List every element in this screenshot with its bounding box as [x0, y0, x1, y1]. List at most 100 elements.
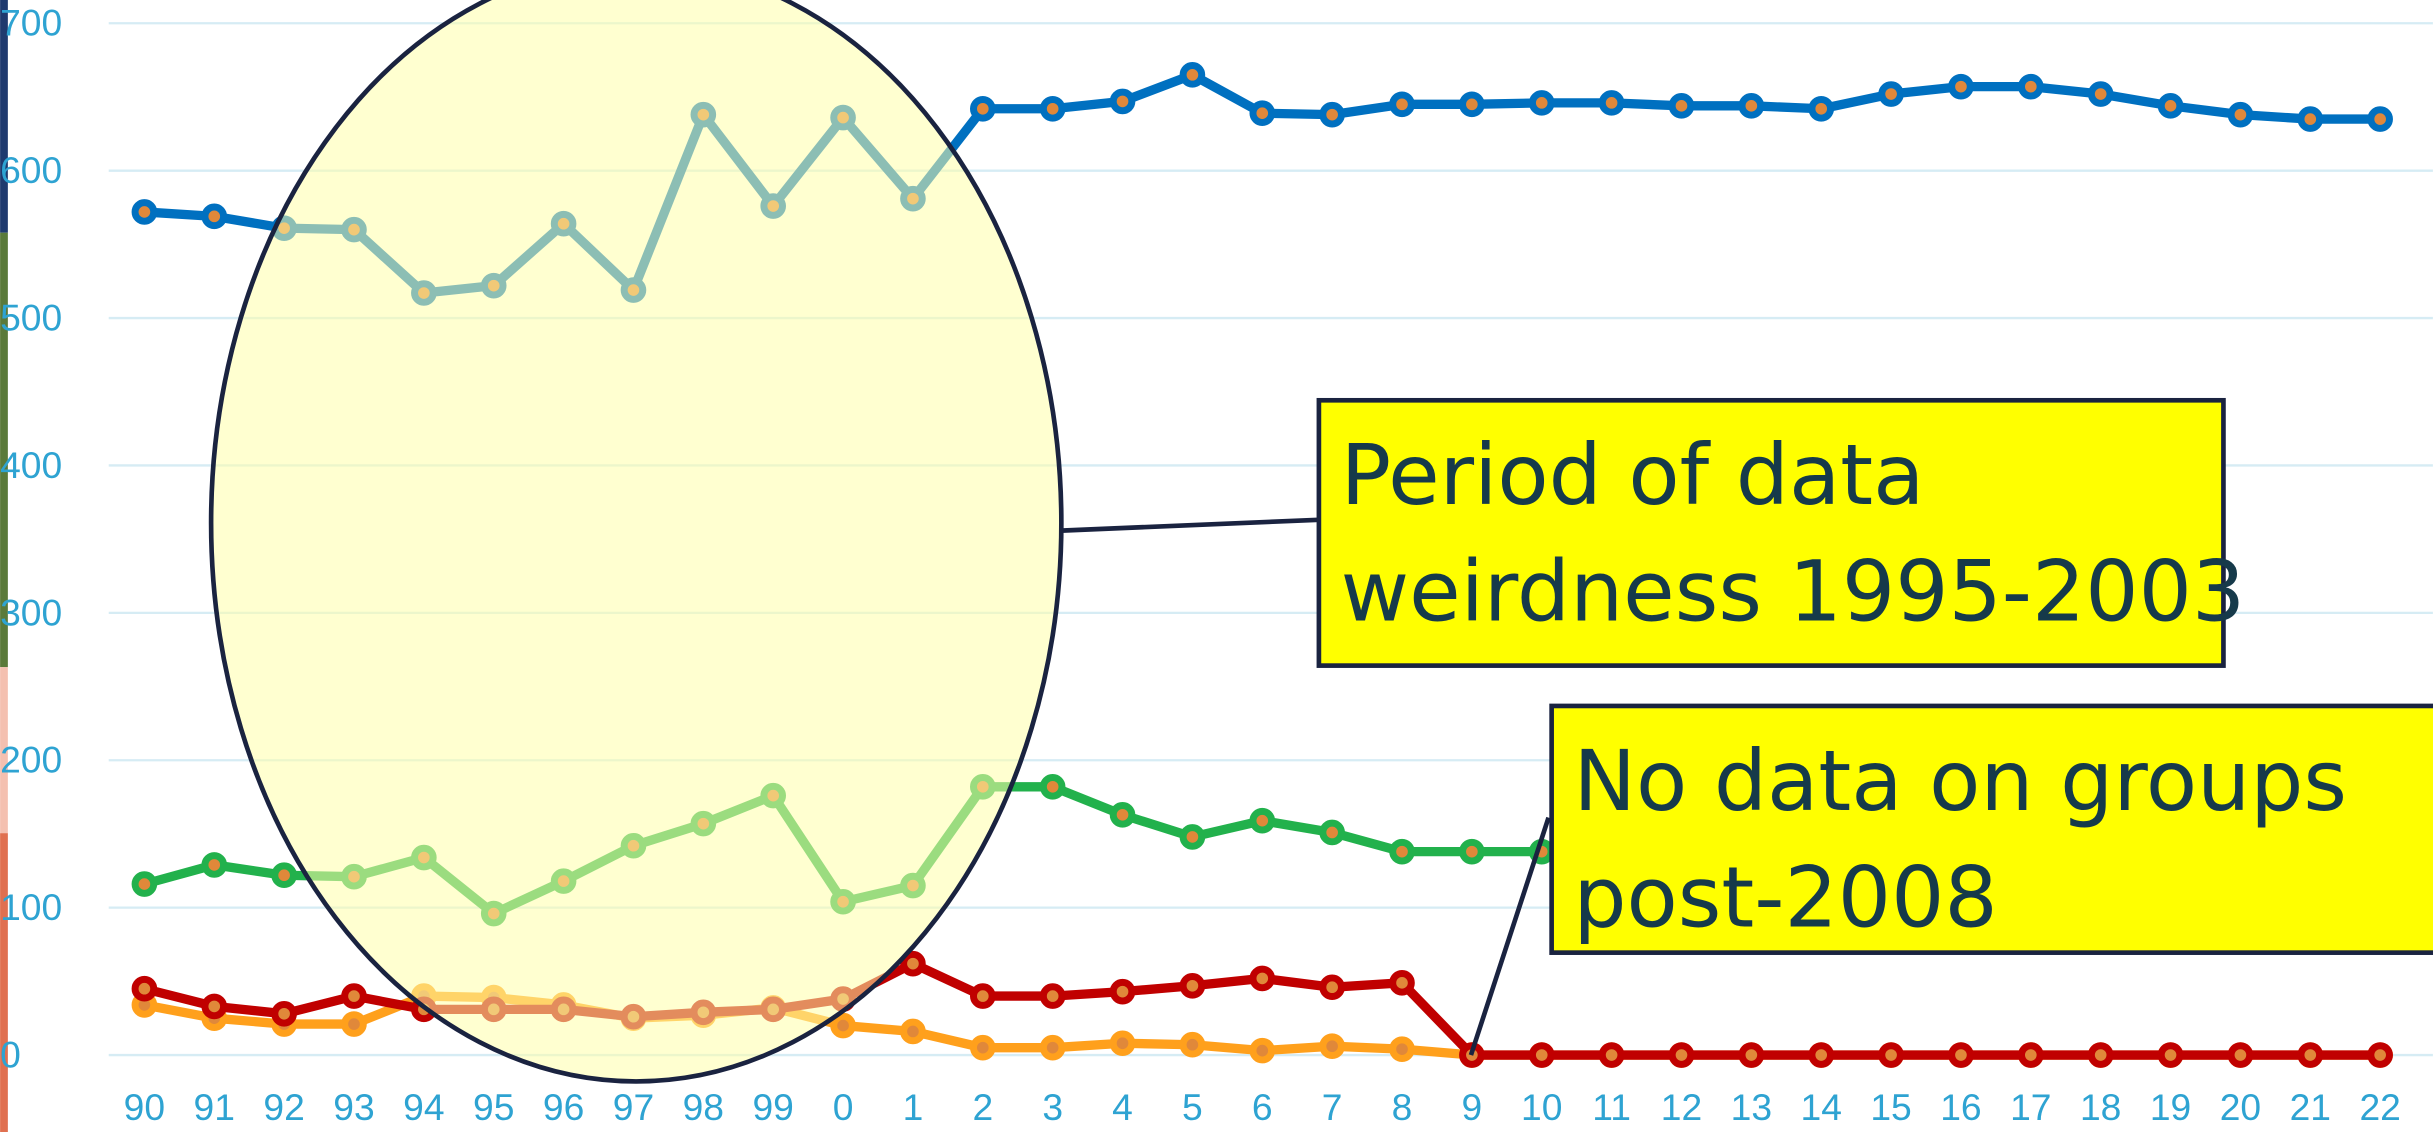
x-tick-label: 16 — [1940, 1086, 1981, 1128]
point — [1598, 90, 1625, 116]
point — [1109, 978, 1136, 1005]
edge-strip — [0, 0, 8, 233]
point — [1878, 1042, 1904, 1068]
point — [2367, 106, 2393, 132]
point — [1249, 1037, 1276, 1064]
point — [2087, 81, 2114, 107]
point — [1528, 90, 1555, 116]
point — [969, 983, 996, 1009]
x-tick-label: 2 — [972, 1086, 993, 1128]
point — [1249, 100, 1276, 126]
point — [271, 862, 297, 889]
point — [1948, 73, 1974, 100]
x-tick-label: 18 — [2080, 1086, 2121, 1128]
edge-strip — [0, 833, 8, 1132]
point — [1808, 1042, 1835, 1068]
point — [2297, 106, 2324, 132]
point — [201, 852, 228, 878]
x-tick-label: 98 — [683, 1086, 724, 1128]
point — [2227, 1042, 2254, 1068]
point — [2087, 1042, 2114, 1068]
annotation-box — [1316, 397, 2226, 668]
x-tick-label: 12 — [1661, 1086, 1702, 1128]
point — [131, 975, 158, 1002]
point — [969, 95, 996, 122]
point — [1389, 91, 1415, 118]
x-tick-label: 5 — [1182, 1086, 1203, 1128]
point — [1878, 81, 1904, 107]
x-tick-label: 19 — [2150, 1086, 2191, 1128]
annotation-text: No data on groups — [1573, 732, 2347, 830]
y-tick-label: 0 — [0, 1033, 21, 1075]
point — [830, 1012, 856, 1039]
x-tick-label: 93 — [333, 1086, 374, 1128]
point — [1249, 807, 1276, 834]
y-tick-label: 300 — [0, 591, 62, 633]
x-tick-label: 22 — [2359, 1086, 2400, 1128]
x-tick-label: 15 — [1870, 1086, 1911, 1128]
annotation-box — [1549, 703, 2433, 955]
point — [1668, 1042, 1695, 1068]
point — [1389, 970, 1415, 996]
point — [131, 199, 158, 225]
point — [1389, 1036, 1415, 1062]
y-tick-label: 200 — [0, 739, 62, 781]
point — [900, 1018, 926, 1045]
x-tick-label: 8 — [1392, 1086, 1413, 1128]
point — [1319, 974, 1345, 1001]
x-tick-label: 7 — [1322, 1086, 1343, 1128]
point — [1039, 1034, 1066, 1061]
point — [900, 950, 926, 977]
point — [201, 993, 228, 1020]
point — [969, 1034, 996, 1061]
x-tick-label: 10 — [1521, 1086, 1562, 1128]
point — [1319, 101, 1345, 128]
point — [2157, 1042, 2184, 1068]
point — [341, 1011, 367, 1037]
point — [201, 203, 228, 230]
point — [1319, 1033, 1345, 1060]
point — [1319, 819, 1345, 846]
point — [1039, 983, 1066, 1009]
point — [131, 871, 158, 897]
annotation-text: post-2008 — [1573, 848, 1997, 946]
x-tick-label: 13 — [1731, 1086, 1772, 1128]
y-tick-label: 100 — [0, 886, 62, 928]
x-tick-label: 3 — [1042, 1086, 1063, 1128]
point — [1948, 1042, 1974, 1068]
x-tick-label: 91 — [194, 1086, 235, 1128]
point — [1389, 838, 1415, 865]
point — [1109, 1030, 1136, 1057]
x-tick-label: 21 — [2290, 1086, 2331, 1128]
y-tick-label: 400 — [0, 444, 62, 486]
point — [1109, 88, 1136, 115]
x-tick-label: 1 — [903, 1086, 924, 1128]
annotation-text: Period of data — [1341, 426, 1925, 524]
point — [2157, 93, 2184, 119]
edge-strip — [0, 667, 8, 834]
point — [1179, 62, 1206, 88]
connector — [1468, 816, 1551, 1056]
point — [2018, 73, 2044, 100]
point — [2297, 1042, 2324, 1068]
x-tick-label: 9 — [1462, 1086, 1483, 1128]
x-tick-label: 14 — [1801, 1086, 1842, 1128]
point — [1738, 93, 1765, 119]
x-tick-label: 17 — [2010, 1086, 2051, 1128]
highlight-ellipse — [208, 0, 1064, 1084]
point — [1039, 95, 1066, 122]
edge-strip — [0, 232, 8, 668]
x-tick-label: 4 — [1112, 1086, 1133, 1128]
x-tick-label: 20 — [2220, 1086, 2261, 1128]
connector — [1061, 517, 1319, 533]
point — [1179, 972, 1206, 999]
x-tick-label: 96 — [543, 1086, 584, 1128]
x-tick-label: 92 — [263, 1086, 304, 1128]
point — [1179, 1031, 1206, 1058]
point — [1738, 1042, 1765, 1068]
x-tick-label: 95 — [473, 1086, 514, 1128]
y-tick-label: 600 — [0, 149, 62, 191]
